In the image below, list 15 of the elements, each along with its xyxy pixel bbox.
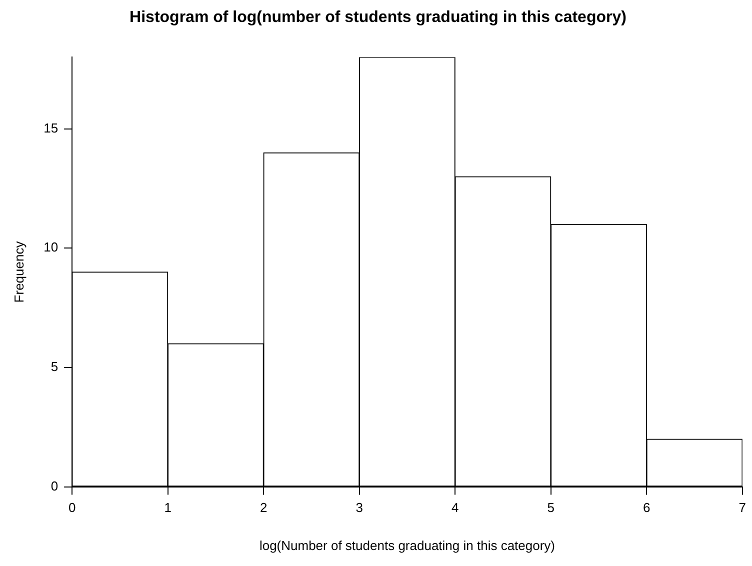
x-tick-label: 6 bbox=[643, 500, 650, 516]
x-tick-label: 2 bbox=[260, 500, 268, 516]
x-tick-label: 0 bbox=[68, 500, 76, 516]
y-tick-label: 15 bbox=[44, 120, 58, 136]
y-tick-label: 5 bbox=[50, 359, 58, 374]
y-axis-title: Frequency bbox=[11, 240, 26, 303]
x-axis-title: log(Number of students graduating in this category) bbox=[259, 538, 555, 553]
x-tick-label: 5 bbox=[547, 500, 554, 516]
y-tick-label: 0 bbox=[50, 478, 58, 494]
x-tick-label: 4 bbox=[451, 500, 459, 516]
chart-title: Histogram of log(number of students graduating in this category) bbox=[130, 9, 626, 26]
x-tick-label: 7 bbox=[738, 500, 746, 516]
y-tick-label: 10 bbox=[44, 240, 58, 255]
x-tick-label: 3 bbox=[356, 500, 363, 516]
x-tick-label: 1 bbox=[164, 500, 172, 516]
